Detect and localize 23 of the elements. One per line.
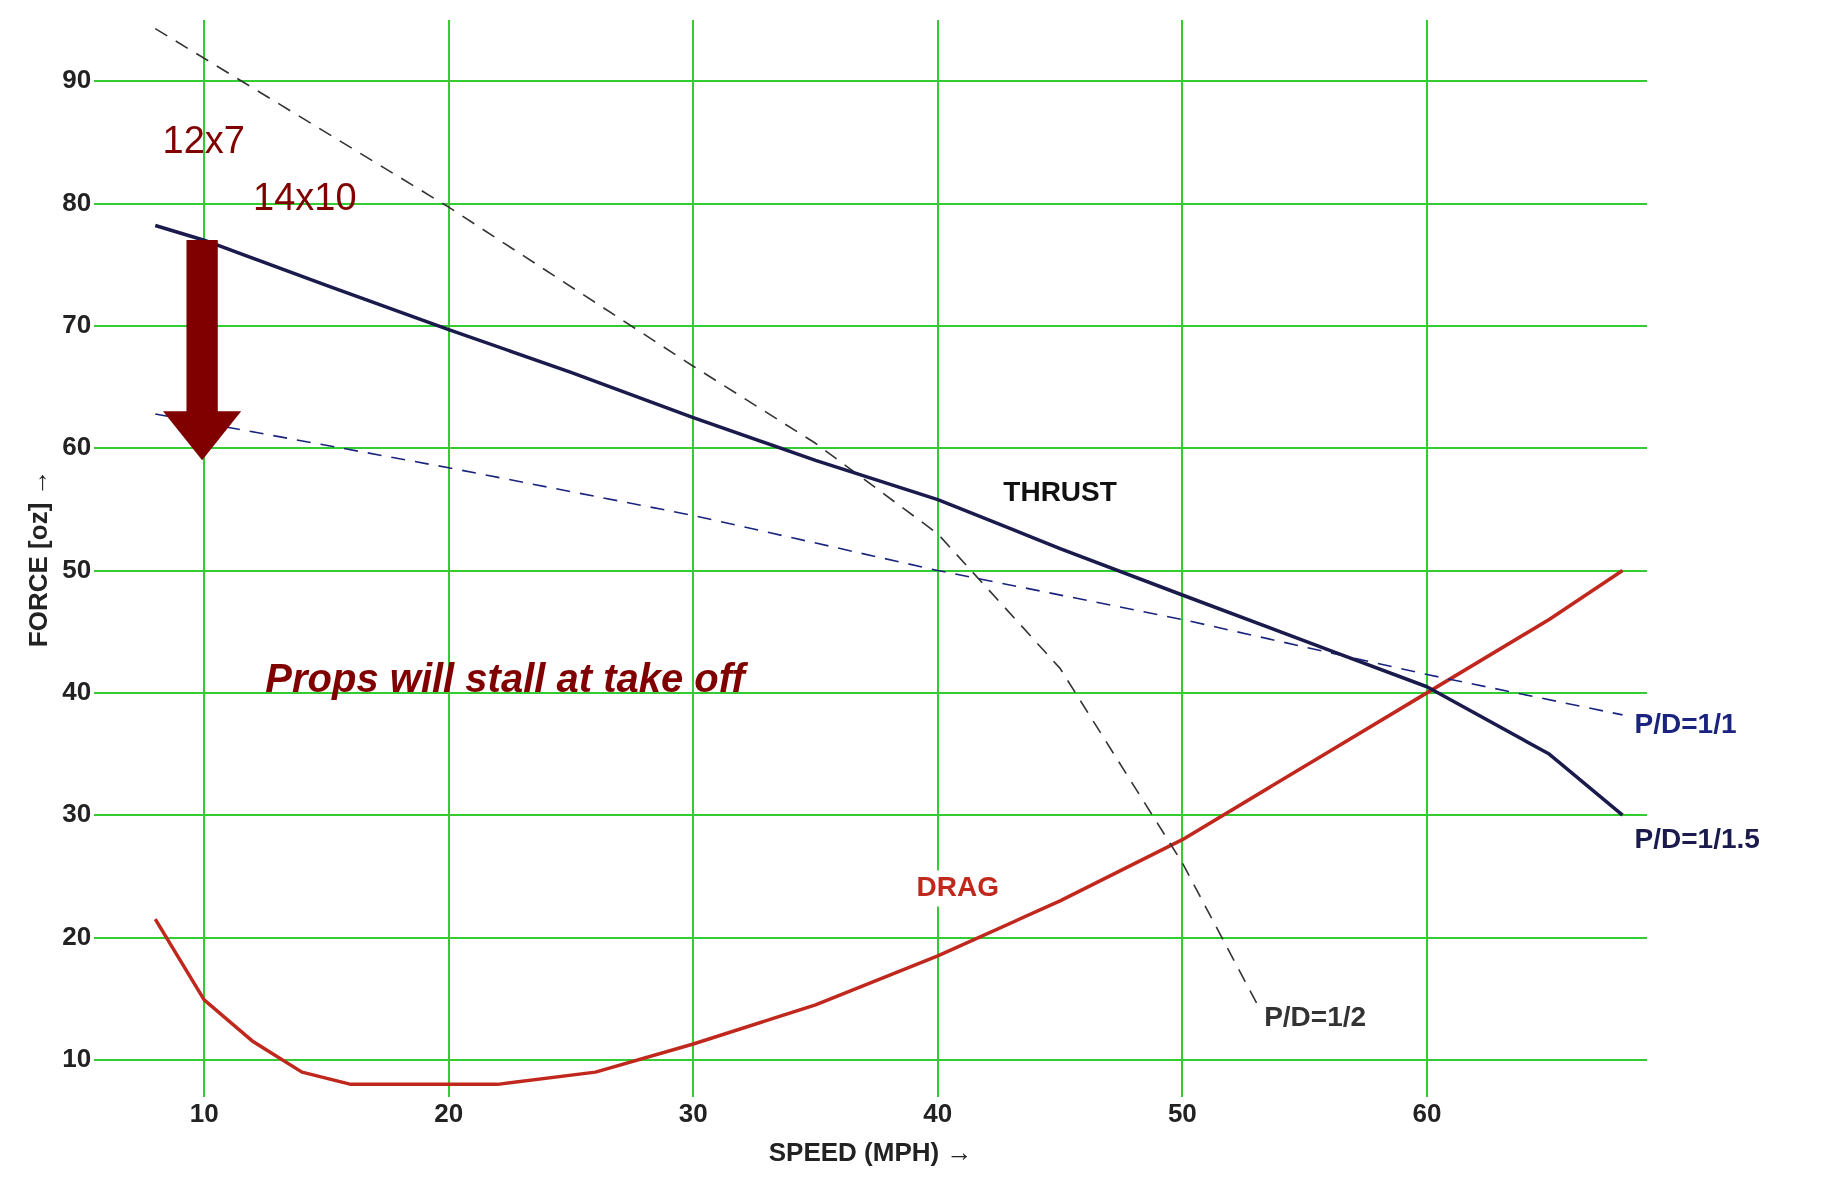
y-tick-label: 40: [62, 676, 92, 707]
x-tick-label: 50: [1167, 1098, 1197, 1129]
y-tick-label: 80: [62, 186, 92, 217]
series-label: P/D=1/2: [1264, 1000, 1367, 1032]
x-tick-label: 10: [189, 1098, 219, 1129]
x-axis-title: SPEED (MPH) →: [768, 1136, 973, 1167]
y-tick-label: 70: [62, 309, 92, 340]
x-tick-label: 40: [923, 1098, 953, 1129]
line-series: [154, 413, 1624, 716]
annotation: THRUST: [1003, 476, 1117, 508]
y-tick-label: 30: [62, 798, 92, 829]
x-tick-label: 30: [678, 1098, 708, 1129]
series-label: P/D=1/1.5: [1634, 822, 1760, 854]
y-tick-label: 50: [62, 553, 92, 584]
x-tick-label: 20: [434, 1098, 464, 1129]
y-tick-label: 20: [62, 920, 92, 951]
y-axis-title: FORCE [oz] →: [22, 469, 53, 648]
series-label: P/D=1/1: [1634, 707, 1737, 739]
y-tick-label: 60: [62, 431, 92, 462]
y-tick-label: 90: [62, 64, 92, 95]
x-tick-label: 60: [1412, 1098, 1442, 1129]
series-label: DRAG: [916, 871, 999, 903]
y-tick-label: 10: [62, 1043, 92, 1074]
